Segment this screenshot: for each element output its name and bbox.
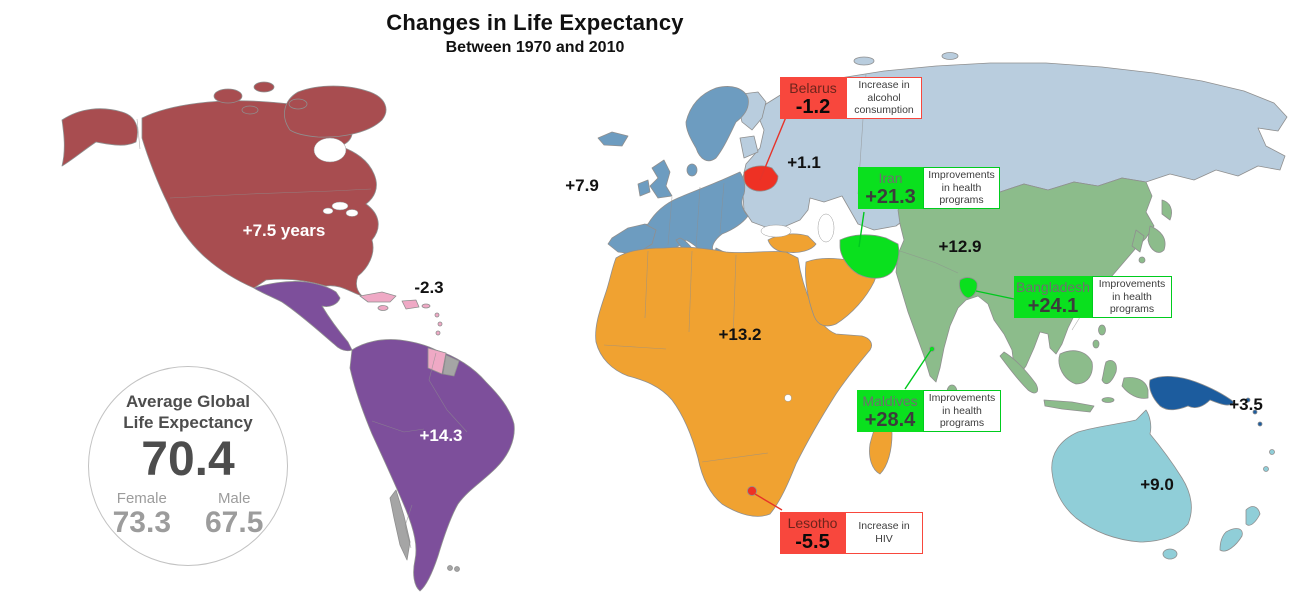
callout-maldives-value: +28.4 — [864, 409, 916, 432]
global-average-heading-line2: Life Expectancy — [123, 413, 253, 433]
global-average-heading-line1: Average Global — [125, 392, 251, 411]
label-russia-cis: +1.1 — [787, 153, 821, 172]
callout-lesotho-country: Lesotho — [787, 515, 838, 531]
callout-maldives-country: Maldives — [862, 393, 918, 409]
label-pacific: +3.5 — [1229, 395, 1263, 414]
label-caribbean: -2.3 — [414, 278, 443, 297]
callout-leader-lines — [754, 116, 1015, 511]
label-australia: +9.0 — [1140, 475, 1174, 494]
label-asia: +12.9 — [938, 237, 981, 256]
region-australia-nz — [1051, 409, 1275, 560]
highlight-positive-countries — [839, 234, 978, 352]
label-north-america: +7.5 years — [243, 221, 326, 240]
iran-leader-line — [858, 211, 865, 248]
callout-bangladesh-main: Bangladesh +24.1 — [1014, 276, 1092, 318]
label-south-america: +14.3 — [419, 426, 462, 445]
label-africa: +13.2 — [718, 325, 761, 344]
callout-iran: Iran +21.3 Improvements in health progra… — [858, 167, 1000, 209]
region-north-america — [61, 81, 387, 297]
chart-title: Changes in Life Expectancy — [386, 10, 684, 35]
global-average-value: 70.4 — [141, 432, 235, 486]
callout-maldives-main: Maldives +28.4 — [857, 390, 923, 432]
female-column: Female 73.3 — [113, 490, 171, 539]
female-label: Female — [116, 490, 167, 508]
callout-bangladesh-value: +24.1 — [1027, 295, 1079, 318]
region-europe — [597, 86, 749, 269]
callout-bangladesh: Bangladesh +24.1 Improvements in health … — [1014, 276, 1172, 318]
callout-bangladesh-country: Bangladesh — [1016, 279, 1090, 295]
callout-iran-note: Improvements in health programs — [923, 167, 1000, 209]
callout-lesotho: Lesotho -5.5 Increase in HIV — [780, 512, 923, 554]
global-average-heading: Average Global Life Expectancy — [123, 391, 252, 434]
region-latin-america — [253, 281, 515, 592]
male-column: Male 67.5 — [205, 490, 263, 539]
global-average-circle: Average Global Life Expectancy 70.4 Fema… — [88, 366, 288, 566]
maldives-leader-line — [904, 349, 932, 390]
region-papua-new-guinea — [1149, 376, 1263, 427]
gender-values-row: Female 73.3 Male 67.5 — [113, 490, 264, 539]
region-no-data — [389, 354, 460, 572]
callout-bangladesh-note: Improvements in health programs — [1092, 276, 1172, 318]
callout-belarus-main: Belarus -1.2 — [780, 77, 846, 119]
callout-lesotho-note: Increase in HIV — [845, 512, 923, 554]
region-value-labels: +7.5 years -2.3 +14.3 +7.9 +1.1 +13.2 +1… — [243, 153, 1263, 494]
callout-belarus: Belarus -1.2 Increase in alcohol consump… — [780, 77, 922, 119]
chart-subtitle: Between 1970 and 2010 — [445, 39, 625, 56]
country-borders — [136, 73, 1091, 549]
male-value: 67.5 — [205, 506, 264, 540]
callout-iran-main: Iran +21.3 — [858, 167, 923, 209]
bangladesh-leader-line — [975, 290, 1015, 300]
belarus-leader-line — [759, 116, 787, 181]
callout-iran-country: Iran — [878, 170, 903, 186]
callout-maldives-note: Improvements in health programs — [923, 390, 1001, 432]
callout-lesotho-value: -5.5 — [795, 531, 830, 554]
female-value: 73.3 — [112, 506, 171, 540]
label-europe: +7.9 — [565, 176, 599, 195]
male-label: Male — [217, 490, 251, 508]
callout-belarus-note: Increase in alcohol consumption — [846, 77, 922, 119]
callout-iran-value: +21.3 — [865, 186, 916, 209]
region-africa-middle-east — [595, 233, 893, 517]
lakes-and-seas — [313, 137, 835, 402]
callout-lesotho-main: Lesotho -5.5 — [780, 512, 845, 554]
title-block: Changes in Life Expectancy Between 1970 … — [315, 10, 755, 57]
callout-belarus-value: -1.2 — [795, 96, 831, 119]
lesotho-leader-line — [754, 493, 783, 511]
callout-belarus-country: Belarus — [789, 80, 837, 96]
callout-maldives: Maldives +28.4 Improvements in health pr… — [857, 390, 1001, 432]
